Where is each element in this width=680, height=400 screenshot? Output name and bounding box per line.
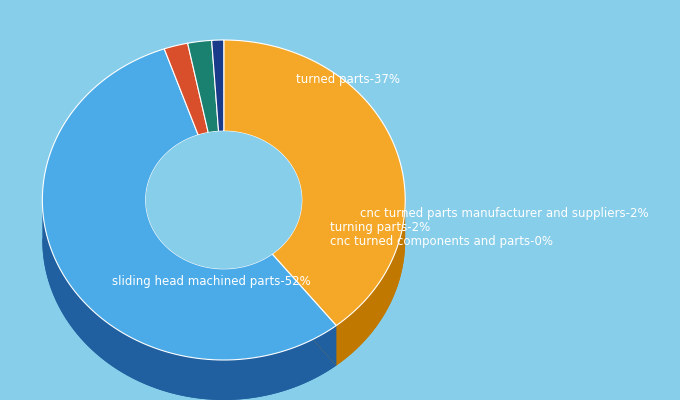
Text: turning parts-2%: turning parts-2%	[330, 222, 430, 234]
Polygon shape	[272, 254, 336, 366]
Polygon shape	[146, 199, 272, 309]
Polygon shape	[272, 254, 336, 366]
Polygon shape	[146, 131, 302, 269]
Polygon shape	[272, 238, 405, 366]
Text: turned parts-37%: turned parts-37%	[296, 74, 400, 86]
Text: cnc turned components and parts-0%: cnc turned components and parts-0%	[330, 236, 553, 248]
Polygon shape	[188, 40, 218, 132]
Polygon shape	[336, 198, 405, 366]
Polygon shape	[42, 49, 336, 360]
Text: cnc turned parts manufacturer and suppliers-2%: cnc turned parts manufacturer and suppli…	[360, 208, 649, 220]
Polygon shape	[224, 40, 405, 326]
Polygon shape	[211, 40, 224, 131]
Polygon shape	[42, 238, 336, 400]
Polygon shape	[42, 198, 336, 400]
Polygon shape	[272, 199, 302, 294]
Polygon shape	[165, 43, 208, 135]
Text: sliding head machined parts-52%: sliding head machined parts-52%	[112, 276, 311, 288]
